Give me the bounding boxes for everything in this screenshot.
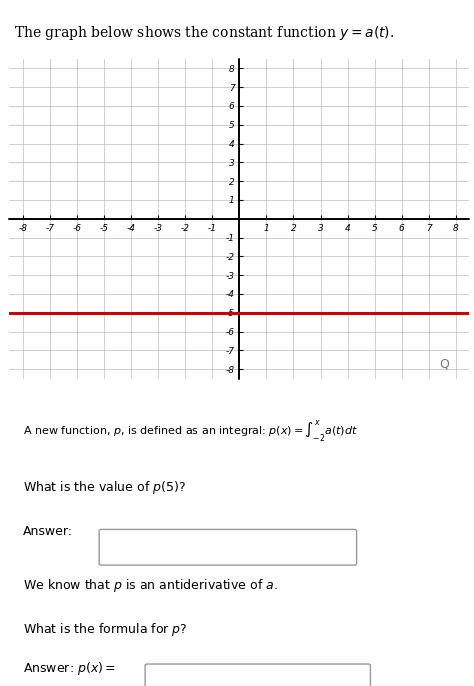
Text: What is the formula for $p$?: What is the formula for $p$? <box>23 622 188 639</box>
Text: A new function, $p$, is defined as an integral: $p(x) = \int_{-2}^{x} a(t)dt$: A new function, $p$, is defined as an in… <box>23 418 358 444</box>
Text: Answer:: Answer: <box>23 525 73 539</box>
FancyBboxPatch shape <box>145 664 370 686</box>
Text: What is the value of $p(5)$?: What is the value of $p(5)$? <box>23 479 186 495</box>
Text: Answer: $p(x) =$: Answer: $p(x) =$ <box>23 660 116 677</box>
Text: $\mathsf{Q}$: $\mathsf{Q}$ <box>439 357 450 370</box>
Text: We know that $p$ is an antiderivative of $a$.: We know that $p$ is an antiderivative of… <box>23 578 278 595</box>
FancyBboxPatch shape <box>99 530 356 565</box>
Text: The graph below shows the constant function $y = a(t)$.: The graph below shows the constant funct… <box>14 24 394 42</box>
